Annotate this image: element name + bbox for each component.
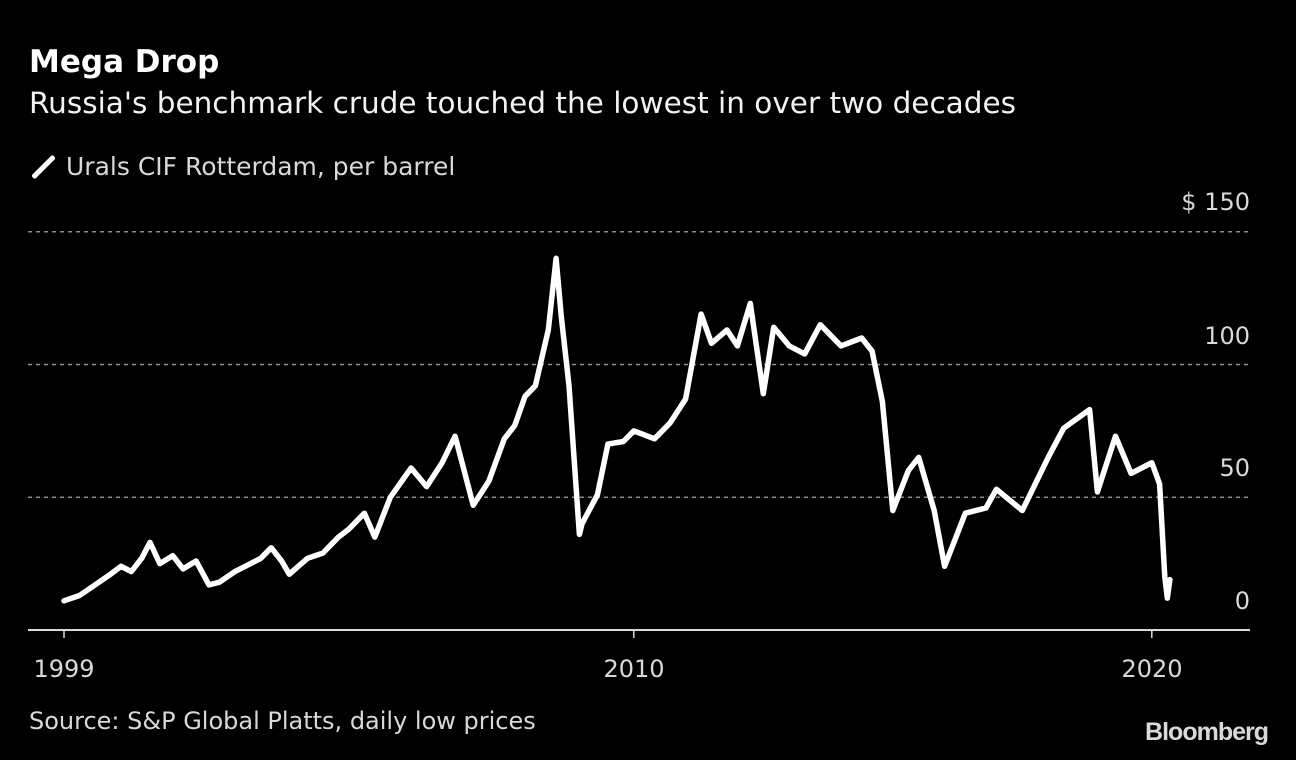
y-tick-label-150: $ 150: [1181, 188, 1250, 216]
legend-label: Urals CIF Rotterdam, per barrel: [66, 152, 456, 181]
source-note: Source: S&P Global Platts, daily low pri…: [29, 707, 536, 735]
y-tick-label-100: 100: [1204, 322, 1250, 350]
x-tick-label-2010: 2010: [603, 655, 665, 683]
x-tick-label-1999: 1999: [33, 655, 95, 683]
bloomberg-logo: Bloomberg: [1145, 718, 1269, 746]
x-tick-label-2020: 2020: [1121, 655, 1183, 683]
legend: Urals CIF Rotterdam, per barrel: [30, 152, 455, 181]
chart-subtitle: Russia's benchmark crude touched the low…: [29, 86, 1016, 120]
y-tick-label-50: 50: [1219, 454, 1250, 482]
chart-title: Mega Drop: [29, 44, 220, 80]
y-tick-label-0: 0: [1234, 587, 1250, 615]
series-line-0: [61, 255, 1173, 604]
